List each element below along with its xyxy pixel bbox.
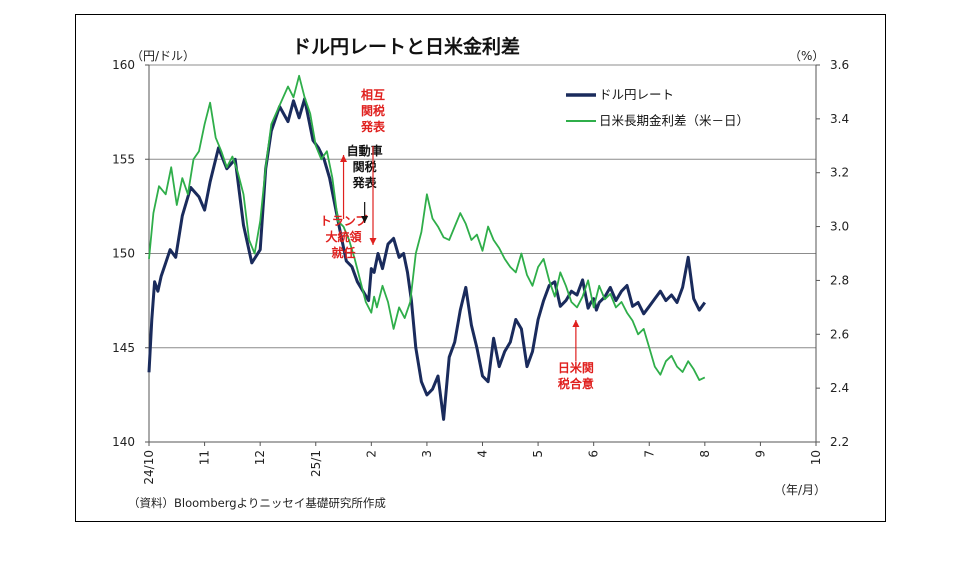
- annotation-label: 発表: [360, 119, 386, 134]
- annotation-arrowhead: [340, 155, 348, 162]
- x-tick-label: 3: [420, 450, 434, 458]
- legend-label-usdjpy: ドル円レート: [599, 87, 674, 102]
- right-tick-label: 2.2: [830, 435, 849, 449]
- x-tick-label: 11: [198, 450, 212, 465]
- x-tick-label: 12: [253, 450, 267, 465]
- left-tick-label: 145: [112, 341, 135, 355]
- right-tick-label: 3.6: [830, 58, 849, 72]
- source-note: （資料）Bloombergよりニッセイ基礎研究所作成: [128, 496, 386, 510]
- left-tick-label: 155: [112, 152, 135, 166]
- x-tick-label: 4: [476, 450, 490, 458]
- left-tick-label: 150: [112, 247, 135, 261]
- right-tick-label: 2.8: [830, 273, 849, 287]
- rate-spread-line: [148, 74, 706, 382]
- x-tick-label: 6: [587, 450, 601, 458]
- x-tick-label: 10: [809, 450, 823, 465]
- legend-label-spread: 日米長期金利差（米－日）: [599, 113, 749, 128]
- chart-title: ドル円レートと日米金利差: [292, 35, 520, 58]
- right-tick-label: 3.2: [830, 166, 849, 180]
- right-axis-unit: （%）: [789, 49, 824, 63]
- x-tick-label: 7: [642, 450, 656, 458]
- x-tick-label: 8: [698, 450, 712, 458]
- x-tick-label: 24/10: [142, 450, 156, 485]
- annotation-label: 発表: [352, 175, 378, 190]
- annotation-label: 関税: [361, 103, 385, 118]
- chart-frame: 140 145 150 155 160 2.2 2.4 2.6 2.8 3.0 3.2 3.4 3.6 2…: [75, 14, 886, 522]
- right-tick-label: 2.6: [830, 327, 849, 341]
- usdjpy-line: [147, 97, 707, 421]
- annotation-label: トランプ: [320, 213, 369, 228]
- annotation-label: 自動車: [347, 143, 383, 158]
- x-tick-label: 25/1: [309, 450, 323, 477]
- x-axis-unit: （年/月）: [774, 483, 826, 497]
- left-tick-label: 160: [112, 58, 135, 72]
- annotation-arrowhead: [361, 216, 369, 223]
- right-tick-label: 3.0: [830, 220, 849, 234]
- annotation-label: 就任: [332, 245, 356, 260]
- annotation-arrowhead: [572, 320, 580, 327]
- annotation-label: 関税: [353, 159, 377, 174]
- x-tick-label: 5: [531, 450, 545, 458]
- left-tick-label: 140: [112, 435, 135, 449]
- annotation-label: 大統領: [326, 229, 363, 244]
- annotation-arrowhead: [369, 238, 377, 245]
- left-axis-unit: （円/ドル）: [131, 49, 195, 63]
- annotation-label: 日米関: [558, 360, 594, 375]
- x-tick-label: 9: [753, 450, 767, 458]
- annotation-label: 相互: [361, 87, 385, 102]
- right-tick-label: 2.4: [830, 381, 849, 395]
- x-tick-label: 2: [364, 450, 378, 458]
- series-lines: [147, 74, 707, 421]
- chart: 140 145 150 155 160 2.2 2.4 2.6 2.8 3.0 3.2 3.4 3.6 2…: [112, 35, 849, 510]
- legend: ドル円レート 日米長期金利差（米－日）: [566, 87, 749, 128]
- right-tick-label: 3.4: [830, 112, 849, 126]
- tick-labels: 140 145 150 155 160 2.2 2.4 2.6 2.8 3.0 3.2 3.4 3.6 2…: [112, 58, 849, 485]
- gridlines: [149, 64, 816, 349]
- annotation-label: 税合意: [558, 376, 594, 391]
